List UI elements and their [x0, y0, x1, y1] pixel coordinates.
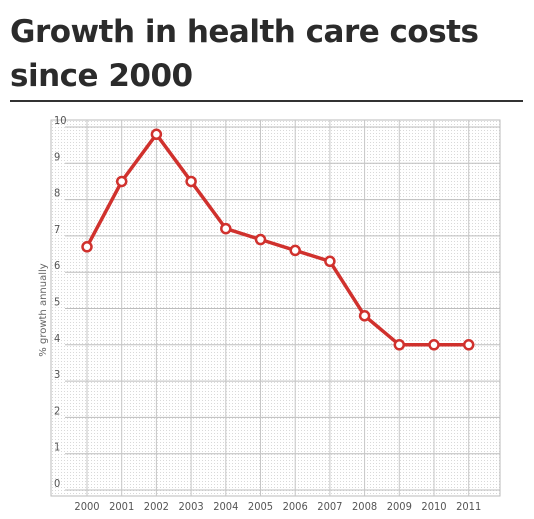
y-tick-label: 6 — [54, 259, 60, 272]
y-tick-label: 9 — [54, 150, 60, 163]
x-tick-label: 2007 — [317, 500, 342, 513]
data-point — [462, 339, 475, 351]
x-tick-label: 2008 — [352, 500, 377, 513]
y-axis-label: % growth annually — [38, 263, 49, 356]
data-point — [358, 310, 371, 322]
y-tick-label: 0 — [54, 477, 60, 490]
y-tick-label: 3 — [54, 368, 60, 381]
data-points — [81, 128, 475, 351]
y-tick-label: 7 — [54, 223, 60, 236]
data-point — [428, 339, 440, 351]
data-point — [150, 128, 163, 141]
y-tick-label: 8 — [54, 187, 60, 200]
y-tick-label: 2 — [54, 404, 60, 417]
x-tick-label: 2010 — [421, 500, 446, 513]
data-point — [324, 255, 336, 268]
data-point — [393, 339, 406, 351]
x-tick-label: 2004 — [213, 500, 238, 513]
y-tick-label: 4 — [54, 332, 60, 345]
y-tick-label: 5 — [54, 296, 60, 309]
data-point — [81, 241, 93, 253]
x-tick-labels: 2000 2001 2002 2003 2004 2005 2006 2007 2008 2009… — [74, 500, 481, 513]
x-tick-label: 2009 — [387, 500, 412, 513]
x-tick-label: 2003 — [179, 500, 204, 513]
x-tick-label: 2002 — [144, 500, 169, 513]
chart-title: Growth in health care costs since 2000 — [10, 14, 479, 94]
data-point — [185, 175, 197, 188]
x-tick-label: 2005 — [248, 500, 273, 513]
data-point — [115, 175, 128, 188]
x-tick-label: 2011 — [456, 500, 481, 513]
x-tick-label: 2000 — [74, 500, 99, 513]
data-point — [289, 244, 301, 257]
x-tick-label: 2001 — [109, 500, 134, 513]
y-tick-label: 1 — [54, 441, 60, 454]
series-line — [85, 132, 471, 347]
y-tick-labels: 0 1 2 3 4 5 6 7 8 9 10 — [54, 114, 67, 490]
y-tick-label: 10 — [54, 114, 67, 127]
x-tick-label: 2006 — [283, 500, 308, 513]
data-point — [220, 222, 232, 235]
data-point — [254, 233, 267, 246]
title-divider — [10, 100, 523, 102]
